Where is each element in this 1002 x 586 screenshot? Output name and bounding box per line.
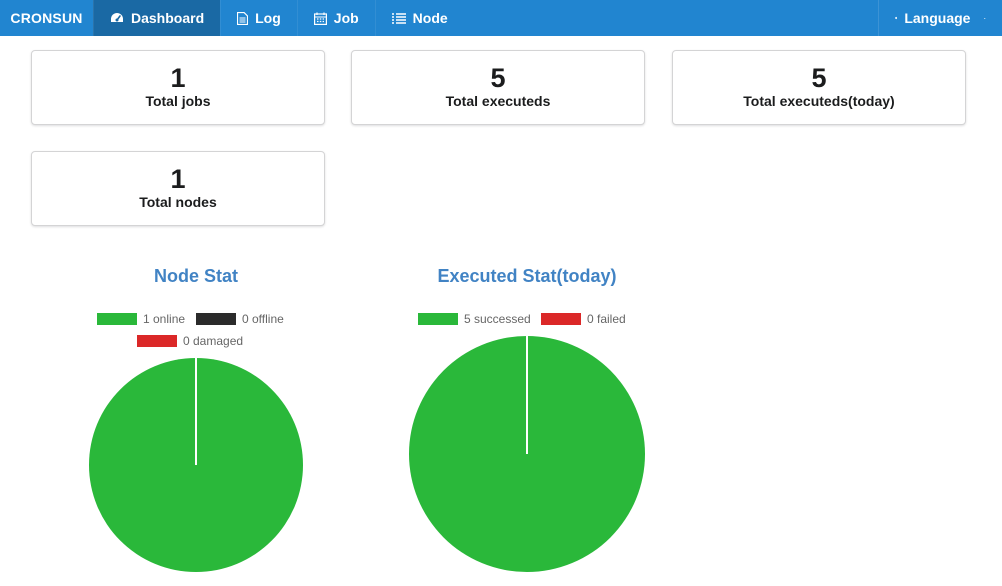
- nav-dashboard-label: Dashboard: [131, 10, 205, 26]
- legend-item-successed[interactable]: 5 successed: [418, 312, 531, 326]
- language-label: Language: [904, 10, 971, 26]
- legend-swatch-online: [97, 313, 137, 325]
- total-jobs-value: 1: [170, 63, 186, 93]
- total-executeds-today-label: Total executeds(today): [743, 93, 895, 109]
- legend-label-successed: 5 successed: [464, 312, 531, 326]
- nav-node[interactable]: Node: [374, 0, 464, 36]
- nav-dashboard[interactable]: Dashboard: [93, 0, 221, 36]
- total-nodes-value: 1: [170, 164, 186, 194]
- brand-logo[interactable]: CRONSUN: [10, 10, 83, 26]
- executed-stat-pie-chart: [409, 336, 645, 572]
- executed-stat-title: Executed Stat(today): [437, 266, 617, 286]
- list-icon: [391, 12, 406, 24]
- nav-log-label: Log: [255, 10, 281, 26]
- total-executeds-value: 5: [490, 63, 506, 93]
- calendar-icon: [313, 12, 327, 25]
- stat-card-total-executeds-today: 5 Total executeds(today): [672, 50, 966, 125]
- total-nodes-label: Total nodes: [139, 194, 217, 210]
- legend-label-online: 1 online: [143, 312, 186, 326]
- total-jobs-label: Total jobs: [145, 93, 211, 109]
- nav-node-label: Node: [412, 10, 448, 26]
- total-executeds-label: Total executeds: [445, 93, 551, 109]
- file-icon: [237, 11, 249, 25]
- legend-label-damaged: 0 damaged: [183, 334, 244, 348]
- legend-item-damaged[interactable]: 0 damaged: [137, 334, 243, 348]
- nav-log[interactable]: Log: [220, 0, 297, 36]
- top-navbar: CRONSUN Dashboard Log Job Node: [0, 0, 1002, 36]
- legend-item-failed[interactable]: 0 failed: [541, 312, 626, 326]
- nav-job-label: Job: [333, 10, 359, 26]
- legend-label-failed: 0 failed: [587, 312, 626, 326]
- legend-swatch-successed: [418, 313, 458, 325]
- legend-swatch-damaged: [137, 335, 177, 347]
- legend-swatch-failed: [541, 313, 581, 325]
- nav-spacer: [464, 0, 878, 36]
- globe-icon: [895, 16, 898, 20]
- legend-item-online[interactable]: 1 online: [97, 312, 185, 326]
- total-executeds-today-value: 5: [811, 63, 827, 93]
- legend-label-offline: 0 offline: [242, 312, 284, 326]
- node-stat-pie-chart: [89, 358, 303, 572]
- nav-job[interactable]: Job: [296, 0, 375, 36]
- legend-item-offline[interactable]: 0 offline: [196, 312, 284, 326]
- stat-card-total-executeds: 5 Total executeds: [351, 50, 645, 125]
- legend-swatch-offline: [196, 313, 236, 325]
- stat-card-total-jobs: 1 Total jobs: [31, 50, 325, 125]
- dashboard-icon: [111, 13, 123, 22]
- stat-card-total-nodes: 1 Total nodes: [31, 151, 325, 226]
- caret-down-icon: [984, 17, 986, 19]
- node-stat-title: Node Stat: [153, 266, 238, 286]
- language-dropdown[interactable]: Language: [878, 0, 1002, 36]
